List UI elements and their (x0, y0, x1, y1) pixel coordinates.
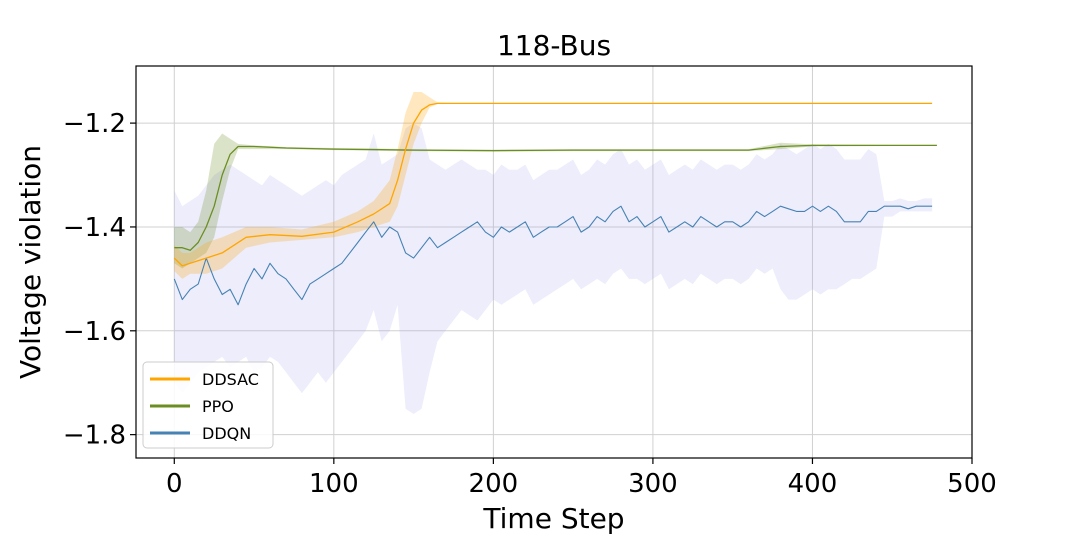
x-axis-ticks: 0 100 200 300 400 500 (166, 458, 997, 499)
band-ddqn (174, 123, 933, 414)
legend-box (142, 361, 274, 449)
x-tick-label: 200 (469, 469, 519, 499)
y-tick-label: −1.6 (63, 317, 126, 347)
y-axis-ticks: −1.8 −1.6 −1.4 −1.2 (63, 109, 136, 451)
legend: DDSAC PPO DDQN (142, 361, 274, 449)
series-lines (173, 102, 937, 306)
legend-label-ppo: PPO (202, 397, 234, 416)
y-tick-label: −1.4 (63, 213, 126, 243)
plot-frame (135, 65, 973, 459)
x-tick-label: 100 (309, 469, 359, 499)
y-tick-label: −1.8 (63, 421, 126, 451)
series-line-ddqn (173, 205, 933, 306)
x-axis-title: Time Step (482, 502, 624, 535)
y-axis-title: Voltage violation (14, 145, 47, 379)
legend-label-ddsac: DDSAC (202, 370, 259, 389)
chart-title: 118-Bus (497, 29, 611, 62)
x-tick-label: 500 (947, 469, 997, 499)
x-tick-label: 0 (166, 469, 183, 499)
series-line-ppo (174, 144, 937, 251)
confidence-bands (174, 92, 937, 414)
x-tick-label: 400 (788, 469, 838, 499)
legend-label-ddqn: DDQN (202, 424, 251, 443)
x-tick-label: 300 (628, 469, 678, 499)
series-line-ddsac (173, 102, 933, 267)
y-tick-label: −1.2 (63, 109, 126, 139)
